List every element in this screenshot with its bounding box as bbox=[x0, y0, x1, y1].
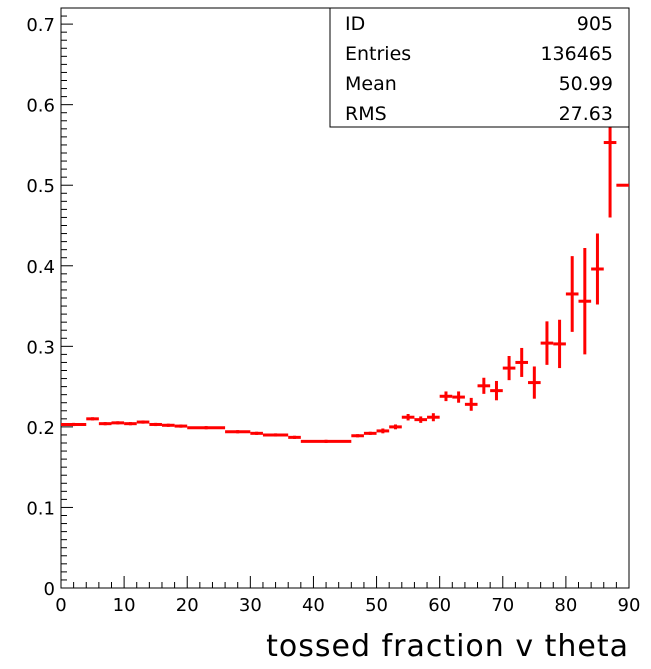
data-point bbox=[250, 431, 263, 435]
data-point bbox=[591, 233, 604, 305]
data-point bbox=[439, 391, 453, 402]
data-point bbox=[124, 422, 137, 426]
stats-box-frame bbox=[329, 7, 630, 128]
y-tick-label: 0.3 bbox=[26, 337, 55, 358]
stats-label-id: ID bbox=[345, 13, 365, 35]
data-point bbox=[161, 423, 175, 427]
axis-ticks bbox=[60, 7, 630, 589]
x-tick-label: 10 bbox=[113, 595, 136, 616]
data-point bbox=[565, 256, 579, 332]
data-point bbox=[490, 380, 503, 401]
x-axis-title: tossed fraction v theta bbox=[266, 629, 629, 664]
y-tick-label: 0.7 bbox=[26, 15, 55, 36]
stats-box: ID 905 Entries 136465 Mean 50.99 RMS 27.… bbox=[329, 7, 630, 128]
stats-label-entries: Entries bbox=[345, 43, 411, 65]
data-point bbox=[578, 248, 592, 355]
data-point bbox=[515, 347, 529, 377]
data-point bbox=[61, 422, 87, 427]
x-tick-label: 40 bbox=[302, 595, 325, 616]
x-tick-label: 80 bbox=[554, 595, 577, 616]
y-tick-label: 0 bbox=[44, 579, 55, 600]
data-point bbox=[363, 431, 377, 435]
data-point bbox=[300, 439, 352, 443]
data-point bbox=[528, 366, 541, 399]
data-point bbox=[540, 321, 554, 365]
x-tick-label: 50 bbox=[365, 595, 388, 616]
data-point bbox=[401, 414, 415, 421]
x-tick-label: 0 bbox=[55, 595, 66, 616]
data-point bbox=[502, 356, 516, 381]
axis-tick-labels: 0 10 20 30 40 50 60 70 80 90 0 0.1 0.2 0.3 0.4 0.5 0.6 0.… bbox=[26, 15, 640, 616]
data-point bbox=[389, 424, 402, 430]
data-point bbox=[351, 434, 364, 438]
data-point bbox=[136, 420, 150, 424]
data-point bbox=[111, 421, 125, 425]
data-point bbox=[187, 426, 226, 430]
stats-label-mean: Mean bbox=[345, 73, 397, 95]
data-point bbox=[464, 397, 478, 411]
data-point bbox=[86, 417, 99, 421]
data-point bbox=[288, 435, 301, 439]
x-tick-label: 60 bbox=[428, 595, 451, 616]
y-tick-label: 0.1 bbox=[26, 498, 55, 519]
y-tick-label: 0.5 bbox=[26, 176, 55, 197]
stats-label-rms: RMS bbox=[345, 103, 387, 125]
stats-value-id: 905 bbox=[577, 13, 613, 35]
y-tick-label: 0.2 bbox=[26, 418, 55, 439]
stats-value-rms: 27.63 bbox=[559, 103, 613, 125]
y-tick-label: 0.4 bbox=[26, 257, 55, 278]
x-tick-label: 20 bbox=[176, 595, 199, 616]
data-point bbox=[452, 391, 465, 403]
stats-value-entries: 136465 bbox=[540, 43, 613, 65]
data-point bbox=[376, 428, 390, 434]
data-points bbox=[61, 67, 629, 443]
data-point bbox=[225, 430, 251, 434]
data-point bbox=[553, 319, 566, 369]
data-point bbox=[174, 424, 188, 428]
x-tick-label: 30 bbox=[239, 595, 262, 616]
data-point bbox=[477, 377, 491, 394]
data-point bbox=[414, 416, 428, 423]
data-point bbox=[262, 433, 289, 437]
data-point bbox=[427, 413, 440, 422]
data-point bbox=[98, 422, 112, 426]
stats-value-mean: 50.99 bbox=[559, 73, 613, 95]
data-point bbox=[149, 422, 162, 427]
x-tick-label: 70 bbox=[491, 595, 514, 616]
y-tick-label: 0.6 bbox=[26, 96, 55, 117]
x-tick-label: 90 bbox=[618, 595, 641, 616]
